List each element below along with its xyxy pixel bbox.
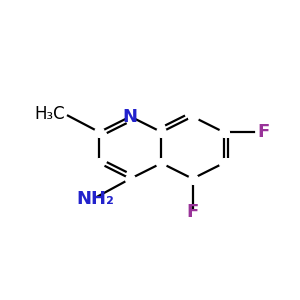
Text: N: N	[123, 107, 138, 125]
Text: NH₂: NH₂	[76, 190, 114, 208]
Text: F: F	[257, 123, 269, 141]
Text: H₃C: H₃C	[34, 105, 65, 123]
Text: F: F	[186, 203, 199, 221]
